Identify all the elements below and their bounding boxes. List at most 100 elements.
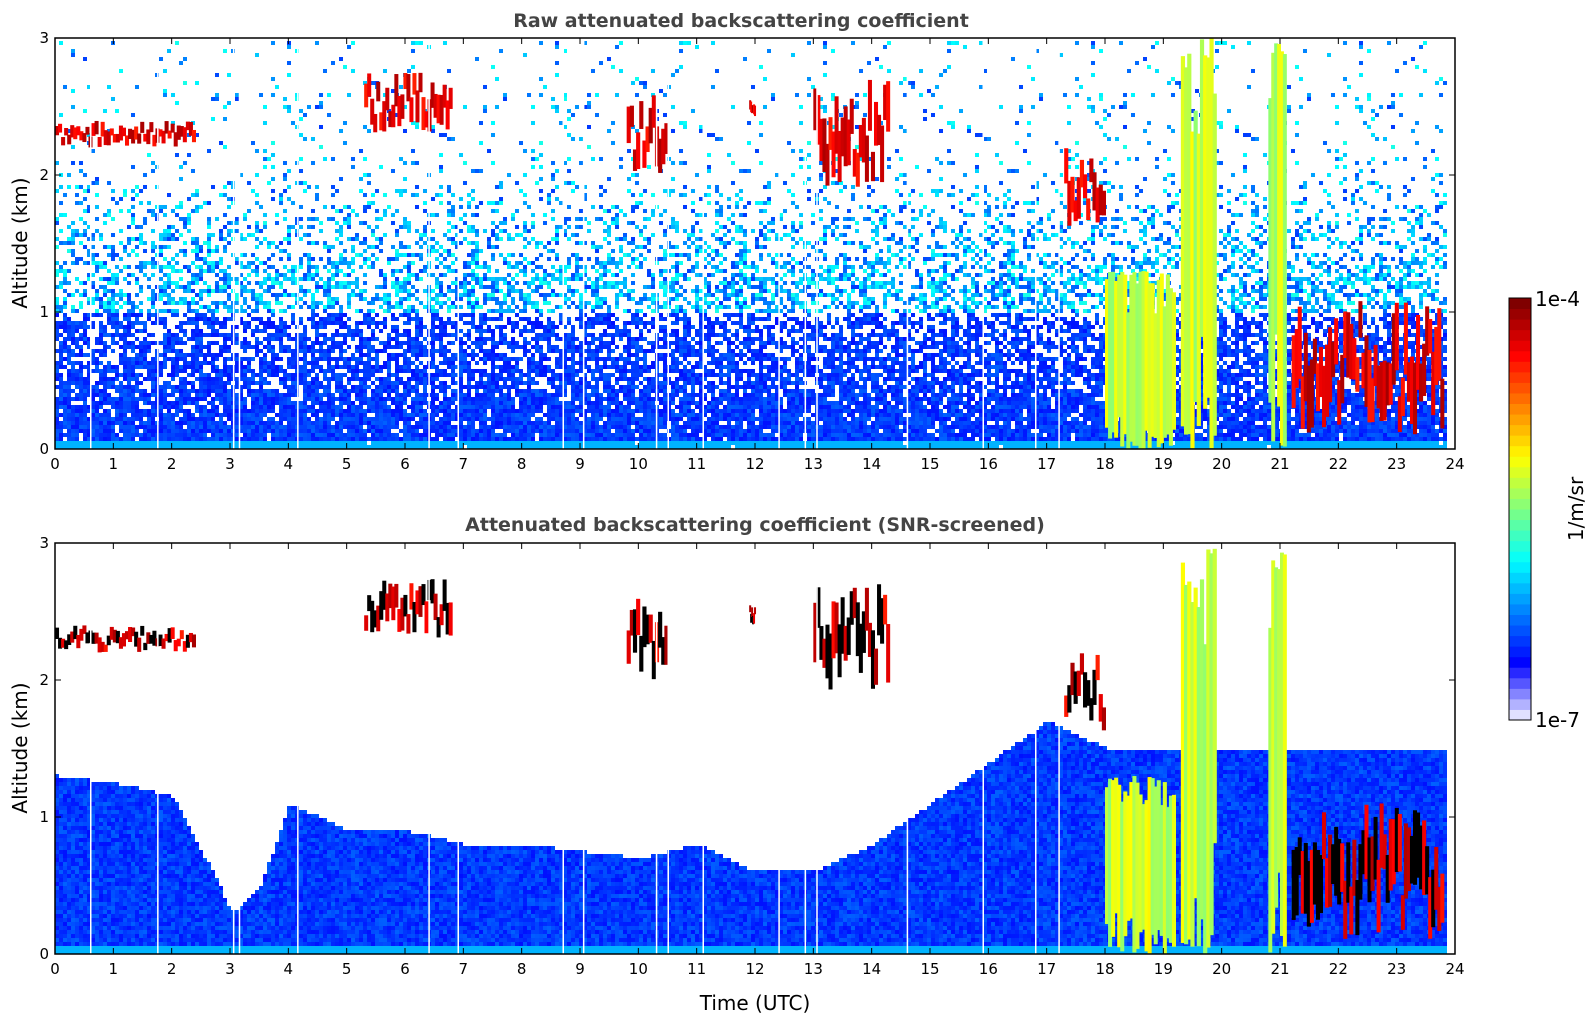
heatmap-cell — [115, 417, 119, 421]
heatmap-cell — [139, 365, 143, 369]
heatmap-cell — [59, 285, 63, 289]
heatmap-cell — [71, 241, 75, 245]
heatmap-cell — [127, 345, 131, 349]
heatmap-cell — [131, 429, 135, 433]
heatmap-cell — [83, 313, 87, 317]
heatmap-cell — [67, 381, 71, 385]
heatmap-cell — [91, 361, 95, 365]
heatmap-cell — [71, 145, 75, 149]
heatmap-cell — [131, 273, 135, 277]
heatmap-cell — [163, 273, 167, 277]
heatmap-cell — [147, 201, 151, 205]
heatmap-cell — [159, 237, 163, 241]
heatmap-cell — [147, 421, 151, 425]
heatmap-cell — [91, 313, 95, 317]
heatmap-cell — [175, 353, 179, 357]
heatmap-cell — [131, 325, 135, 329]
heatmap-cell — [151, 241, 155, 245]
heatmap-cell — [163, 417, 167, 421]
heatmap-cell — [63, 321, 67, 325]
heatmap-cell — [103, 293, 107, 297]
heatmap-cell — [99, 369, 103, 373]
heatmap-cell — [99, 401, 103, 405]
heatmap-cell — [131, 401, 135, 405]
heatmap-cell — [111, 189, 115, 193]
heatmap-cell — [71, 53, 75, 57]
heatmap-cell — [67, 185, 71, 189]
heatmap-cell — [63, 313, 67, 317]
heatmap-cell — [135, 429, 139, 433]
heatmap-cell — [59, 185, 63, 189]
heatmap-cell — [151, 333, 155, 337]
heatmap-cell — [171, 233, 175, 237]
heatmap-cell — [163, 281, 167, 285]
heatmap-cell — [163, 265, 167, 269]
heatmap-cell — [171, 405, 175, 409]
heatmap-cell — [107, 213, 111, 217]
heatmap-cell — [99, 413, 103, 417]
heatmap-cell — [127, 401, 131, 405]
heatmap-cell — [91, 393, 95, 397]
heatmap-cell — [71, 373, 75, 377]
heatmap-cell — [151, 297, 155, 301]
heatmap-cell — [179, 269, 183, 273]
heatmap-cell — [83, 329, 87, 333]
heatmap-cell — [63, 305, 67, 309]
heatmap-cell — [107, 345, 111, 349]
heatmap-cell — [127, 425, 131, 429]
heatmap-cell — [99, 397, 103, 401]
heatmap-cell — [71, 337, 75, 341]
heatmap-cell — [103, 341, 107, 345]
heatmap-cell — [143, 337, 147, 341]
heatmap-cell — [115, 325, 119, 329]
heatmap-cell — [171, 365, 175, 369]
heatmap-cell — [179, 381, 183, 385]
heatmap-cell — [67, 317, 71, 321]
heatmap-cell — [135, 345, 139, 349]
heatmap-cell — [183, 313, 187, 317]
heatmap-cell — [91, 401, 95, 405]
heatmap-cell — [171, 269, 175, 273]
heatmap-cell — [71, 333, 75, 337]
heatmap-cell — [123, 405, 127, 409]
heatmap-cell — [131, 417, 135, 421]
heatmap-cell — [123, 301, 127, 305]
heatmap-cell — [123, 353, 127, 357]
heatmap-cell — [115, 433, 119, 437]
heatmap-cell — [183, 409, 187, 413]
heatmap-cell — [131, 377, 135, 381]
heatmap-cell — [135, 389, 139, 393]
heatmap-cell — [107, 369, 111, 373]
heatmap-cell — [179, 401, 183, 405]
heatmap-cell — [95, 261, 99, 265]
heatmap-cell — [159, 405, 163, 409]
heatmap-cell — [67, 385, 71, 389]
heatmap-cell — [151, 261, 155, 265]
heatmap-cell — [63, 301, 67, 305]
heatmap-cell — [67, 357, 71, 361]
heatmap-cell — [111, 401, 115, 405]
heatmap-cell — [163, 393, 167, 397]
heatmap-cell — [63, 273, 67, 277]
heatmap-cell — [183, 225, 187, 229]
heatmap-cell — [183, 297, 187, 301]
heatmap-cell — [175, 301, 179, 305]
heatmap-cell — [71, 421, 75, 425]
heatmap-cell — [167, 393, 171, 397]
heatmap-cell — [135, 277, 139, 281]
heatmap-cell — [171, 377, 175, 381]
heatmap-cell — [175, 365, 179, 369]
heatmap-cell — [59, 349, 63, 353]
heatmap-cell — [79, 241, 83, 245]
heatmap-cell — [151, 417, 155, 421]
heatmap-cell — [59, 357, 63, 361]
heatmap-cell — [167, 373, 171, 377]
heatmap-cell — [91, 285, 95, 289]
heatmap-cell — [71, 413, 75, 417]
heatmap-cell — [183, 397, 187, 401]
heatmap-cell — [127, 273, 131, 277]
heatmap-cell — [175, 369, 179, 373]
heatmap-cell — [139, 309, 143, 313]
heatmap-cell — [95, 193, 99, 197]
heatmap-cell — [83, 421, 87, 425]
